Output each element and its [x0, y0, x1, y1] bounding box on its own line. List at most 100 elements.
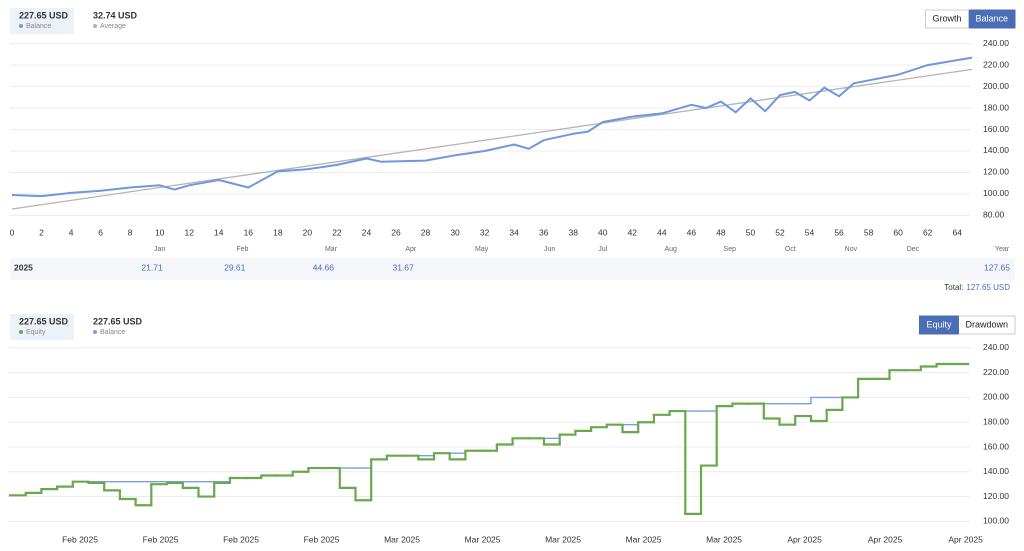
series-line	[11, 56, 973, 198]
x-tick-label: Apr 2025	[868, 534, 903, 544]
x-tick-label: 22	[332, 227, 342, 237]
tab-button[interactable]	[924, 9, 969, 29]
legend-dot	[19, 24, 23, 28]
summary-value: 32.74 USD	[93, 10, 138, 20]
legend-label: Balance	[26, 23, 51, 30]
x-tick-label: 50	[746, 227, 756, 237]
y-tick-label: 100.00	[983, 516, 1009, 526]
y-tick-label: 180.00	[983, 416, 1009, 426]
x-tick-label: Feb 2025	[62, 534, 98, 544]
y-tick-label: 140.00	[983, 466, 1009, 476]
x-tick-label: 46	[687, 227, 697, 237]
month-label: Jan	[154, 246, 165, 253]
x-tick-label: 18	[273, 227, 283, 237]
x-tick-label: 14	[214, 227, 224, 237]
y-tick-label: 120.00	[983, 491, 1009, 501]
y-tick-label: 120.00	[983, 167, 1009, 177]
tab-label[interactable]: Growth	[932, 13, 961, 23]
x-tick-label: Mar 2025	[626, 534, 662, 544]
y-tick-label: 80.00	[983, 210, 1005, 220]
x-tick-label: Apr 2025	[787, 534, 822, 544]
legend-dot	[93, 330, 97, 334]
x-tick-label: Mar 2025	[384, 534, 420, 544]
month-label: Aug	[664, 246, 677, 253]
y-tick-label: 100.00	[983, 188, 1009, 198]
legend-dot	[19, 330, 23, 334]
legend-dot	[93, 24, 97, 28]
x-tick-label: Feb 2025	[143, 534, 179, 544]
x-tick-label: 54	[805, 227, 815, 237]
y-tick-label: 200.00	[983, 392, 1009, 402]
x-tick-label: 32	[480, 227, 490, 237]
y-tick-label: 220.00	[983, 59, 1009, 69]
month-label: May	[475, 246, 489, 253]
x-tick-label: 8	[128, 227, 133, 237]
x-tick-label: 20	[303, 227, 313, 237]
x-tick-label: 60	[893, 227, 903, 237]
x-tick-label: 56	[834, 227, 844, 237]
month-label: Jul	[598, 246, 607, 253]
tab-button[interactable]	[918, 315, 959, 335]
x-tick-label: Mar 2025	[545, 534, 581, 544]
x-tick-label: Mar 2025	[706, 534, 742, 544]
y-tick-label: 160.00	[983, 124, 1009, 134]
tab-label[interactable]: Balance	[975, 13, 1008, 23]
tab-label[interactable]: Drawdown	[965, 319, 1008, 329]
table-row-bg	[10, 258, 1015, 280]
month-label: Oct	[785, 246, 796, 253]
year-total: 127.65	[984, 262, 1010, 272]
x-tick-label: Mar 2025	[465, 534, 501, 544]
y-tick-label: 160.00	[983, 441, 1009, 451]
card-bg	[10, 314, 74, 340]
series-line	[11, 68, 973, 210]
month-label: Nov	[845, 246, 858, 253]
month-label: Mar	[325, 246, 338, 253]
x-tick-label: 28	[421, 227, 431, 237]
x-tick-label: 40	[598, 227, 608, 237]
x-tick-label: 0	[10, 227, 15, 237]
month-label: Sep	[724, 246, 737, 253]
month-label: Dec	[907, 246, 920, 253]
x-tick-label: 30	[450, 227, 460, 237]
step-connector	[24, 364, 938, 514]
x-tick-label: 24	[362, 227, 372, 237]
month-value: 29.61	[224, 262, 246, 272]
summary-value: 227.65 USD	[19, 316, 69, 326]
total-label: Total:	[944, 283, 963, 292]
legend-label: Balance	[100, 329, 125, 336]
x-tick-label: 6	[98, 227, 103, 237]
card-bg	[10, 8, 74, 34]
x-tick-label: 38	[568, 227, 578, 237]
month-value: 21.71	[141, 262, 163, 272]
month-value: 31.67	[392, 262, 414, 272]
summary-value: 227.65 USD	[93, 316, 143, 326]
y-tick-label: 220.00	[983, 367, 1009, 377]
x-tick-label: 12	[184, 227, 194, 237]
x-tick-label: 4	[69, 227, 74, 237]
year-cell: 2025	[14, 262, 33, 272]
total-value: 127.65 USD	[966, 283, 1010, 292]
month-value: 44.66	[313, 262, 335, 272]
x-tick-label: 2	[39, 227, 44, 237]
x-tick-label: 34	[509, 227, 519, 237]
month-label: Feb	[236, 246, 248, 253]
summary-value: 227.65 USD	[19, 10, 69, 20]
x-tick-label: 16	[244, 227, 254, 237]
year-header: Year	[995, 246, 1010, 253]
x-tick-label: 62	[923, 227, 933, 237]
x-tick-label: 48	[716, 227, 726, 237]
legend-label: Equity	[26, 329, 46, 336]
y-tick-label: 140.00	[983, 145, 1009, 155]
tab-label[interactable]: Equity	[926, 319, 952, 329]
month-label: Apr	[405, 246, 417, 253]
x-tick-label: 58	[864, 227, 874, 237]
x-tick-label: 10	[155, 227, 165, 237]
x-tick-label: 44	[657, 227, 667, 237]
y-tick-label: 200.00	[983, 81, 1009, 91]
x-tick-label: 36	[539, 227, 549, 237]
month-label: Jun	[544, 246, 555, 253]
x-tick-label: Feb 2025	[304, 534, 340, 544]
legend-label: Average	[100, 23, 126, 30]
x-tick-label: 26	[391, 227, 401, 237]
